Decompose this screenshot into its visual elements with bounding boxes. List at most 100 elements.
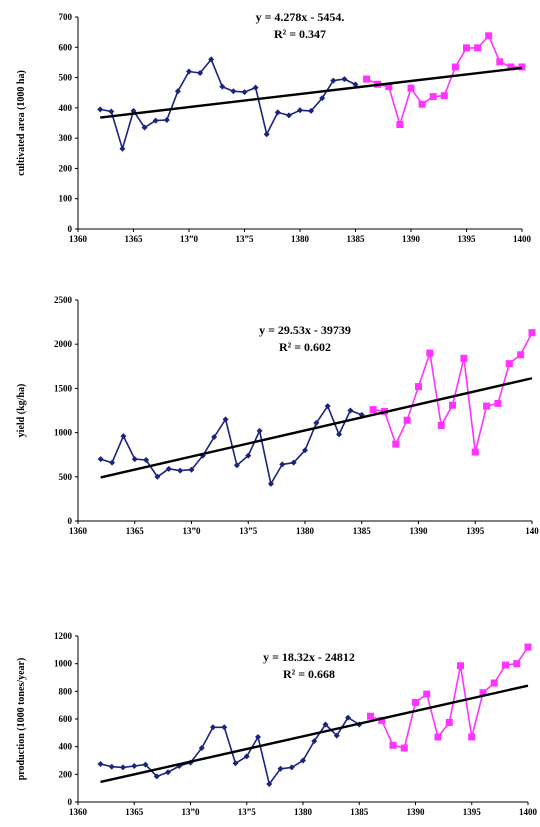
series-2-line (372, 332, 533, 453)
series-1-point (252, 84, 259, 91)
series-2-point (502, 661, 509, 669)
series-2-point (437, 422, 445, 430)
series-1-point (319, 95, 326, 102)
x-tick-label: 1390 (402, 234, 421, 244)
y-tick-label: 500 (59, 73, 73, 83)
series-1-point (345, 714, 351, 721)
x-tick-label: 1380 (291, 234, 310, 244)
y-tick-label: 800 (59, 686, 73, 696)
series-1-point (324, 403, 331, 410)
series-1-point (233, 462, 240, 469)
series-2-point (392, 440, 400, 448)
series-1-point (198, 745, 205, 752)
x-tick-label: 140 (525, 526, 539, 536)
series-1-point (154, 473, 161, 480)
y-axis-label: production (1000 tones/year) (16, 658, 27, 781)
x-tick-label: 13”5 (236, 234, 255, 244)
series-1-point (300, 757, 306, 764)
series-2-point (367, 712, 374, 720)
series-2-point (385, 83, 393, 91)
series-2-point (429, 93, 437, 101)
series-1-point (308, 107, 315, 114)
series-1-point (119, 145, 126, 152)
series-2-point (449, 401, 457, 409)
series-1-point (109, 459, 116, 466)
series-1-point (263, 131, 270, 138)
series-1-point (131, 763, 138, 770)
series-1-point (255, 733, 261, 740)
series-2-point (483, 402, 491, 410)
series-1-point (165, 769, 171, 776)
x-tick-label: 1385 (347, 234, 366, 244)
series-2-point (457, 662, 464, 670)
series-2-point (474, 44, 482, 52)
series-1-point (302, 447, 308, 454)
y-tick-label: 600 (59, 714, 73, 724)
y-tick-label: 0 (68, 797, 73, 807)
series-2-line (366, 34, 522, 126)
series-1-point (277, 765, 284, 772)
series-1-line (100, 58, 356, 150)
y-tick-label: 1000 (54, 428, 73, 438)
series-1-point (347, 407, 354, 414)
x-tick-label: 1390 (407, 807, 426, 817)
series-1-point (219, 83, 226, 90)
series-1-point (143, 457, 150, 464)
x-tick-label: 1365 (125, 234, 144, 244)
x-tick-label: 1380 (296, 526, 315, 536)
y-tick-label: 1000 (54, 659, 73, 669)
series-1-point (266, 781, 273, 788)
series-2-point (451, 63, 459, 71)
series-2-point (507, 63, 515, 71)
series-1-point (97, 760, 104, 767)
x-tick-label: 1360 (69, 234, 88, 244)
series-1-point (256, 427, 263, 434)
x-tick-label: 13”0 (183, 526, 202, 536)
series-2-point (494, 399, 502, 407)
series-2-point (524, 643, 532, 651)
y-tick-label: 200 (59, 769, 73, 779)
y-tick-label: 400 (59, 742, 73, 752)
y-tick-label: 100 (59, 194, 73, 204)
chart-1: 0 100 200 300 400 500 600 700 1360 1365 13”0 13”5 13… (16, 10, 532, 244)
x-tick-label: 1365 (125, 807, 144, 817)
series-2-point (396, 121, 404, 129)
x-tick-label: 1400 (519, 807, 538, 817)
series-2-point (403, 416, 411, 424)
y-tick-label: 400 (59, 103, 73, 113)
series-1-point (241, 89, 248, 96)
series-1-point (222, 416, 229, 423)
series-1-point (279, 461, 286, 468)
series-1-point (313, 419, 320, 426)
series-2-point (445, 718, 453, 726)
series-1-point (165, 465, 172, 472)
series-2-point (423, 690, 431, 698)
series-1-point (131, 456, 138, 463)
series-1-point (336, 431, 343, 438)
series-1-point (174, 88, 181, 95)
series-2-point (389, 741, 397, 749)
x-tick-label: 1395 (458, 234, 477, 244)
series-1-point (274, 109, 281, 116)
series-2-point (415, 383, 422, 391)
series-2-point (517, 351, 525, 359)
series-2-point (434, 733, 442, 741)
y-tick-label: 2000 (54, 339, 73, 349)
series-1-point (267, 480, 274, 487)
series-2-point (496, 58, 504, 66)
x-tick-label: 13”0 (182, 807, 201, 817)
series-1-point (153, 773, 160, 780)
series-1-point (141, 124, 148, 131)
r-squared: R² = 0.347 (274, 27, 326, 41)
series-1-point (97, 106, 104, 113)
x-tick-label: 13”0 (180, 234, 199, 244)
y-tick-label: 1500 (54, 383, 73, 393)
series-1-point (290, 459, 297, 466)
series-1-point (311, 738, 318, 745)
trendline (100, 684, 529, 784)
r-squared: R² = 0.602 (279, 340, 331, 354)
series-2-point (378, 716, 386, 724)
series-1-point (232, 760, 239, 767)
series-2-point (407, 84, 415, 92)
